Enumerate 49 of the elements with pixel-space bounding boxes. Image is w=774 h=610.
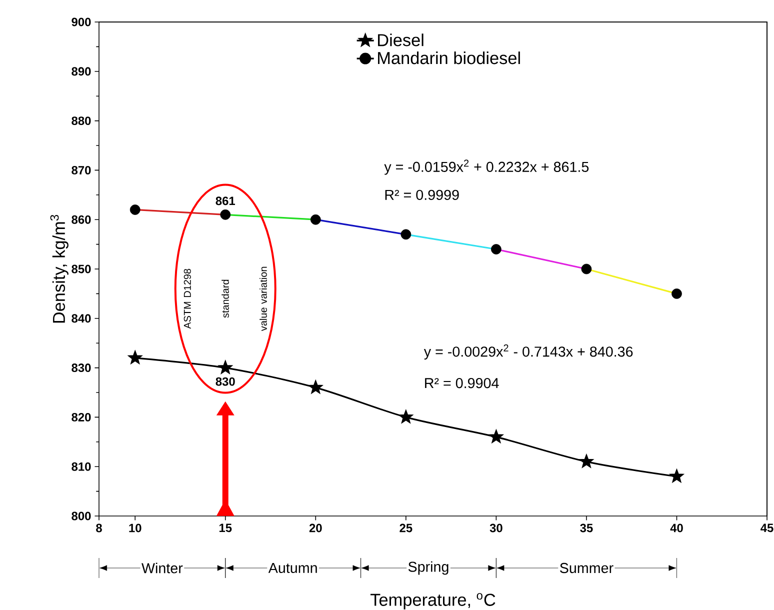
text: Winter (142, 562, 183, 574)
x-axis-title: Temperature, $^{o}$C (370, 593, 496, 610)
y-tick-label: 840 (72, 314, 91, 323)
annotation: R² = 0.9904 (425, 378, 499, 388)
point (399, 410, 412, 423)
y-tick-label: 830 (72, 364, 91, 372)
y-tick-label: 900 (72, 18, 91, 26)
point (218, 361, 232, 374)
y-tick-label: 890 (72, 67, 91, 76)
x-tick-label: 8 (96, 524, 102, 532)
point (490, 430, 503, 443)
y-tick-label: 820 (72, 412, 91, 422)
x-tick-label: 45 (760, 524, 774, 532)
legend-label: Mandarin biodiesel (378, 52, 520, 64)
data-label: 830 (216, 377, 235, 386)
point (581, 264, 592, 274)
point (670, 470, 684, 482)
text: Summer (560, 562, 614, 574)
text: Spring (408, 561, 448, 575)
data-label: 861 (216, 196, 236, 206)
y-tick-label: 870 (72, 166, 91, 174)
text: ASTM D1298 standard value variation (184, 266, 267, 332)
point (309, 380, 322, 394)
point (220, 209, 231, 220)
x-tick-label: 40 (670, 524, 683, 532)
point (491, 244, 502, 254)
point (400, 229, 412, 240)
y-tick-label: 800 (72, 512, 91, 520)
point (580, 454, 593, 468)
x-tick-label: 15 (219, 524, 232, 532)
annotation: R² = 0.9999 (385, 190, 459, 200)
legend-label: Diesel (378, 34, 424, 46)
x-tick-label: 20 (309, 524, 322, 532)
point (128, 351, 142, 364)
text: Autumn (268, 562, 317, 574)
point (310, 214, 321, 225)
annotation: y = -0.0029x$^{2}$ - 0.7143x + 840.36 (424, 344, 633, 360)
x-tick-label: 30 (490, 524, 502, 532)
x-tick-label: 25 (400, 524, 412, 532)
y-axis-title: Density, kg/m$^{3}$ (50, 214, 68, 323)
point (130, 204, 140, 215)
annotation: y = -0.0159x$^{2}$ + 0.2232x + 861.5 (384, 160, 589, 175)
x-tick-label: 10 (129, 524, 142, 532)
y-tick-label: 810 (72, 462, 91, 471)
y-tick-label: 850 (72, 264, 91, 274)
x-tick-label: 35 (580, 524, 593, 532)
point (672, 288, 682, 299)
y-tick-label: 880 (72, 116, 91, 126)
y-tick-label: 860 (72, 215, 91, 224)
